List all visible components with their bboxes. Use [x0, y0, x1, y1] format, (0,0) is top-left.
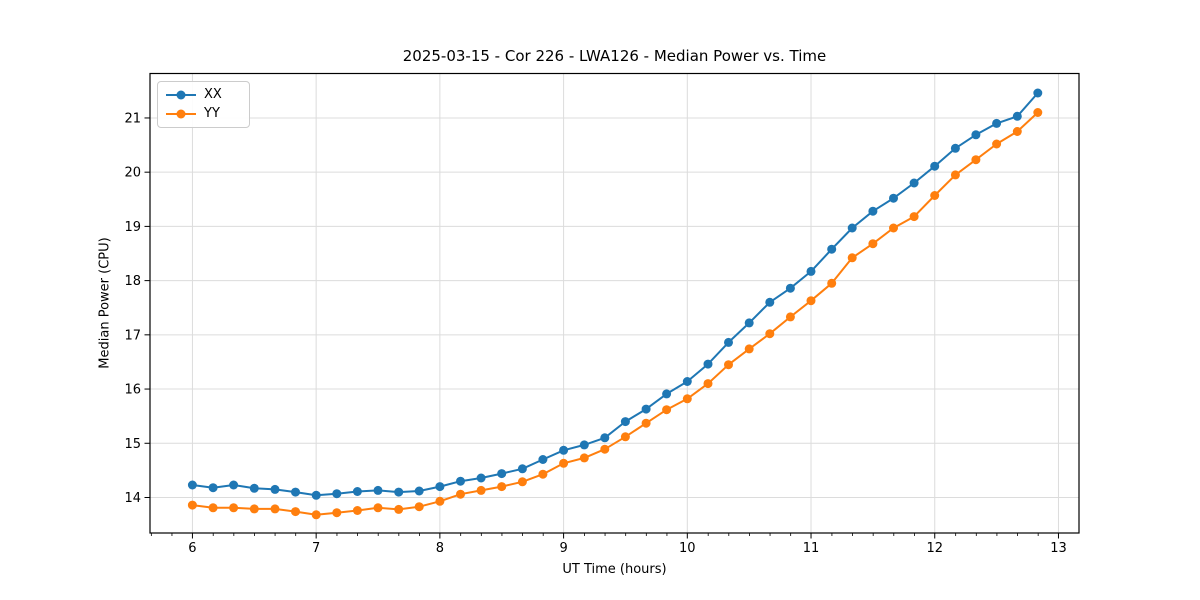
chart-title: 2025-03-15 - Cor 226 - LWA126 - Median P… [402, 47, 827, 65]
legend: XX YY [157, 81, 250, 128]
y-axis-label: Median Power (CPU) [97, 237, 113, 369]
x-axis-label: UT Time (hours) [562, 562, 667, 577]
legend-marker-yy [166, 109, 196, 119]
legend-item-xx: XX [165, 86, 241, 104]
svg-text:18: 18 [124, 274, 141, 289]
legend-label-xx: XX [204, 87, 222, 102]
svg-text:12: 12 [926, 541, 943, 556]
svg-text:14: 14 [124, 491, 141, 506]
legend-item-yy: YY [165, 105, 241, 123]
svg-text:10: 10 [679, 541, 696, 556]
legend-marker-xx [166, 90, 196, 100]
legend-label-yy: YY [204, 106, 220, 121]
svg-text:9: 9 [559, 541, 567, 556]
svg-text:13: 13 [1050, 541, 1067, 556]
svg-text:17: 17 [124, 328, 141, 343]
svg-text:8: 8 [436, 541, 444, 556]
svg-text:11: 11 [803, 541, 820, 556]
svg-text:16: 16 [124, 383, 141, 398]
svg-text:15: 15 [124, 437, 141, 452]
svg-text:21: 21 [124, 111, 141, 126]
svg-text:20: 20 [124, 166, 141, 181]
svg-text:6: 6 [188, 541, 196, 556]
svg-text:19: 19 [124, 220, 141, 235]
svg-text:7: 7 [312, 541, 320, 556]
